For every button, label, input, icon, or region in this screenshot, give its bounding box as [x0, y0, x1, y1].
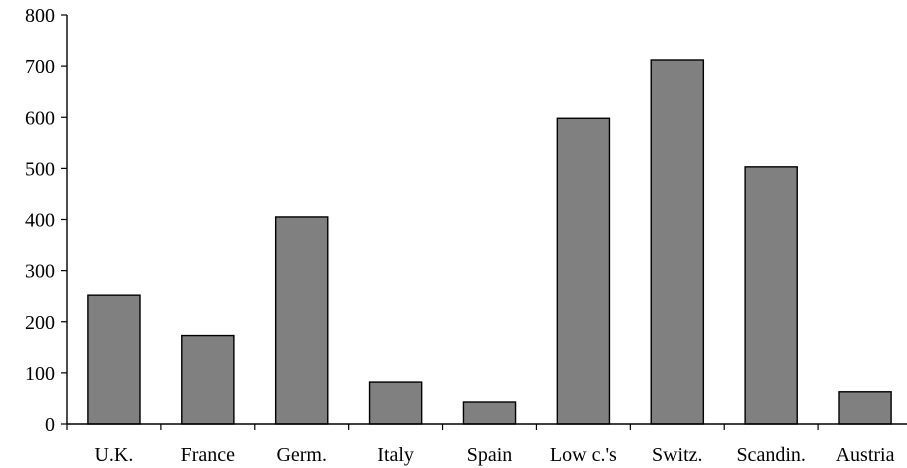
- y-tick-label: 500: [25, 158, 55, 180]
- y-tick-label: 400: [25, 210, 55, 232]
- x-axis-ticks: U.K. France Germ. Italy Spain Low c.'s Switz. S…: [66, 424, 895, 466]
- y-tick-label: 800: [25, 5, 55, 27]
- x-category-label: Germ.: [276, 444, 327, 466]
- bar-u-k: [87, 294, 141, 425]
- x-category-label: Low c.'s: [550, 444, 617, 466]
- y-tick-label: 100: [25, 363, 55, 385]
- bar-france: [181, 334, 235, 425]
- bar-germ: [274, 216, 329, 425]
- y-tick-label: 0: [45, 414, 55, 436]
- y-tick-label: 300: [25, 261, 55, 283]
- x-category-label: Scandin.: [736, 444, 805, 466]
- bar-austria: [838, 391, 892, 425]
- x-category-label: Italy: [377, 444, 414, 466]
- x-category-label: France: [181, 444, 236, 466]
- bar-spain: [462, 401, 517, 425]
- bar-scandin: [744, 166, 798, 425]
- x-category-label: U.K.: [94, 444, 133, 466]
- bars: [87, 59, 892, 425]
- y-tick-label: 200: [25, 312, 55, 334]
- bar-italy: [368, 381, 423, 425]
- bar-low-c-s: [556, 117, 611, 425]
- y-tick-label: 600: [25, 107, 55, 129]
- bar-switz: [650, 59, 705, 425]
- x-category-label: Spain: [467, 444, 513, 466]
- x-category-label: Switz.: [652, 444, 703, 466]
- y-axis-ticks: 0 100 200 300 400 500 600 700 800: [25, 5, 67, 436]
- x-category-label: Austria: [836, 444, 895, 466]
- y-tick-label: 700: [25, 56, 55, 78]
